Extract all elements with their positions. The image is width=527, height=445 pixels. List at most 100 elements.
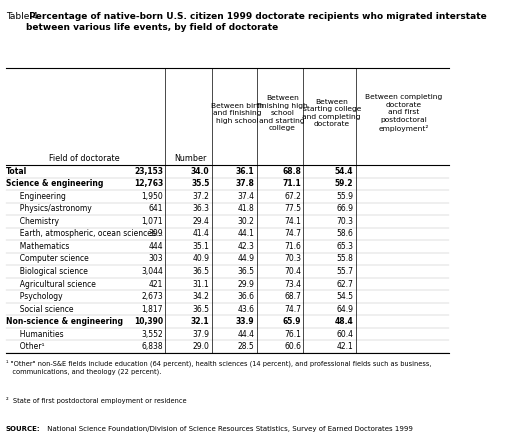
Text: 3,044: 3,044 bbox=[141, 267, 163, 276]
Text: 34.0: 34.0 bbox=[191, 167, 209, 176]
Text: 35.5: 35.5 bbox=[191, 179, 209, 188]
Text: 73.4: 73.4 bbox=[284, 279, 301, 288]
Text: 31.1: 31.1 bbox=[193, 279, 209, 288]
Text: 641: 641 bbox=[149, 204, 163, 213]
Text: Engineering: Engineering bbox=[15, 192, 66, 201]
Text: 64.9: 64.9 bbox=[336, 304, 353, 314]
Text: 37.8: 37.8 bbox=[236, 179, 255, 188]
Text: 12,763: 12,763 bbox=[134, 179, 163, 188]
Text: 74.7: 74.7 bbox=[284, 230, 301, 239]
Text: Between
starting college
and completing
doctorate: Between starting college and completing … bbox=[302, 99, 361, 127]
Text: SOURCE:: SOURCE: bbox=[6, 426, 41, 432]
Text: Non-science & engineering: Non-science & engineering bbox=[6, 317, 123, 326]
Text: 41.8: 41.8 bbox=[238, 204, 255, 213]
Text: 32.1: 32.1 bbox=[191, 317, 209, 326]
Text: Earth, atmospheric, ocean sciences...: Earth, atmospheric, ocean sciences... bbox=[15, 230, 163, 239]
Text: 71.1: 71.1 bbox=[282, 179, 301, 188]
Text: 23,153: 23,153 bbox=[134, 167, 163, 176]
Text: 42.1: 42.1 bbox=[337, 342, 353, 351]
Text: 1,817: 1,817 bbox=[142, 304, 163, 314]
Text: Science & engineering: Science & engineering bbox=[6, 179, 103, 188]
Text: Physics/astronomy: Physics/astronomy bbox=[15, 204, 92, 213]
Text: 34.2: 34.2 bbox=[192, 292, 209, 301]
Text: 41.4: 41.4 bbox=[192, 230, 209, 239]
Text: 67.2: 67.2 bbox=[284, 192, 301, 201]
Text: 54.5: 54.5 bbox=[336, 292, 353, 301]
Text: Between completing
doctorate
and first
postdoctoral
employment²: Between completing doctorate and first p… bbox=[365, 94, 442, 132]
Text: ²  State of first postdoctoral employment or residence: ² State of first postdoctoral employment… bbox=[6, 397, 187, 404]
Text: 59.2: 59.2 bbox=[335, 179, 353, 188]
Text: 1,950: 1,950 bbox=[141, 192, 163, 201]
Text: 36.5: 36.5 bbox=[238, 267, 255, 276]
Text: 54.4: 54.4 bbox=[335, 167, 353, 176]
Text: 36.3: 36.3 bbox=[192, 204, 209, 213]
Text: 43.6: 43.6 bbox=[238, 304, 255, 314]
Text: Percentage of native-born U.S. citizen 1999 doctorate recipients who migrated in: Percentage of native-born U.S. citizen 1… bbox=[26, 12, 487, 32]
Text: 68.8: 68.8 bbox=[282, 167, 301, 176]
Text: 40.9: 40.9 bbox=[192, 255, 209, 263]
Text: 74.7: 74.7 bbox=[284, 304, 301, 314]
Text: Total: Total bbox=[6, 167, 27, 176]
Text: 65.3: 65.3 bbox=[336, 242, 353, 251]
Text: 30.2: 30.2 bbox=[238, 217, 255, 226]
Text: 3,552: 3,552 bbox=[141, 330, 163, 339]
Text: 6,838: 6,838 bbox=[142, 342, 163, 351]
Text: 36.5: 36.5 bbox=[192, 304, 209, 314]
Text: Psychology: Psychology bbox=[15, 292, 63, 301]
Text: 44.1: 44.1 bbox=[238, 230, 255, 239]
Text: 10,390: 10,390 bbox=[134, 317, 163, 326]
Text: Biological science: Biological science bbox=[15, 267, 88, 276]
Text: 33.9: 33.9 bbox=[236, 317, 255, 326]
Text: 303: 303 bbox=[149, 255, 163, 263]
Text: 55.8: 55.8 bbox=[336, 255, 353, 263]
Text: 55.7: 55.7 bbox=[336, 267, 353, 276]
Text: 36.5: 36.5 bbox=[192, 267, 209, 276]
Text: 44.9: 44.9 bbox=[238, 255, 255, 263]
Text: 60.6: 60.6 bbox=[284, 342, 301, 351]
Text: 65.9: 65.9 bbox=[282, 317, 301, 326]
Text: 62.7: 62.7 bbox=[336, 279, 353, 288]
Text: 55.9: 55.9 bbox=[336, 192, 353, 201]
Text: Field of doctorate: Field of doctorate bbox=[49, 154, 120, 163]
Text: Humanities: Humanities bbox=[15, 330, 63, 339]
Text: 60.4: 60.4 bbox=[336, 330, 353, 339]
Text: 1,071: 1,071 bbox=[142, 217, 163, 226]
Text: 42.3: 42.3 bbox=[238, 242, 255, 251]
Text: 28.5: 28.5 bbox=[238, 342, 255, 351]
Text: ¹ "Other" non-S&E fields include education (64 percent), health sciences (14 per: ¹ "Other" non-S&E fields include educati… bbox=[6, 360, 431, 375]
Text: Mathematics: Mathematics bbox=[15, 242, 69, 251]
Text: 70.4: 70.4 bbox=[284, 267, 301, 276]
Text: 36.6: 36.6 bbox=[238, 292, 255, 301]
Text: 399: 399 bbox=[149, 230, 163, 239]
Text: 29.9: 29.9 bbox=[238, 279, 255, 288]
Text: 421: 421 bbox=[149, 279, 163, 288]
Text: 37.2: 37.2 bbox=[192, 192, 209, 201]
Text: Social science: Social science bbox=[15, 304, 73, 314]
Text: 74.1: 74.1 bbox=[284, 217, 301, 226]
Text: Chemistry: Chemistry bbox=[15, 217, 59, 226]
Text: 76.1: 76.1 bbox=[284, 330, 301, 339]
Text: Between birth
and finishing
high school: Between birth and finishing high school bbox=[211, 102, 264, 124]
Text: 35.1: 35.1 bbox=[192, 242, 209, 251]
Text: 70.3: 70.3 bbox=[336, 217, 353, 226]
Text: 37.4: 37.4 bbox=[238, 192, 255, 201]
Text: 37.9: 37.9 bbox=[192, 330, 209, 339]
Text: Table 4.: Table 4. bbox=[6, 12, 41, 21]
Text: 29.0: 29.0 bbox=[192, 342, 209, 351]
Text: 29.4: 29.4 bbox=[192, 217, 209, 226]
Text: Computer science: Computer science bbox=[15, 255, 89, 263]
Text: 71.6: 71.6 bbox=[284, 242, 301, 251]
Text: National Science Foundation/Division of Science Resources Statistics, Survey of : National Science Foundation/Division of … bbox=[45, 426, 413, 432]
Text: 44.4: 44.4 bbox=[238, 330, 255, 339]
Text: Other¹: Other¹ bbox=[15, 342, 44, 351]
Text: 444: 444 bbox=[149, 242, 163, 251]
Text: Between
finishing high
school
and starting
college: Between finishing high school and starti… bbox=[257, 95, 308, 131]
Text: 48.4: 48.4 bbox=[335, 317, 353, 326]
Text: 70.3: 70.3 bbox=[284, 255, 301, 263]
Text: 2,673: 2,673 bbox=[141, 292, 163, 301]
Text: 58.6: 58.6 bbox=[336, 230, 353, 239]
Text: 36.1: 36.1 bbox=[236, 167, 255, 176]
Text: 66.9: 66.9 bbox=[336, 204, 353, 213]
Text: Number: Number bbox=[174, 154, 207, 163]
Text: Agricultural science: Agricultural science bbox=[15, 279, 96, 288]
